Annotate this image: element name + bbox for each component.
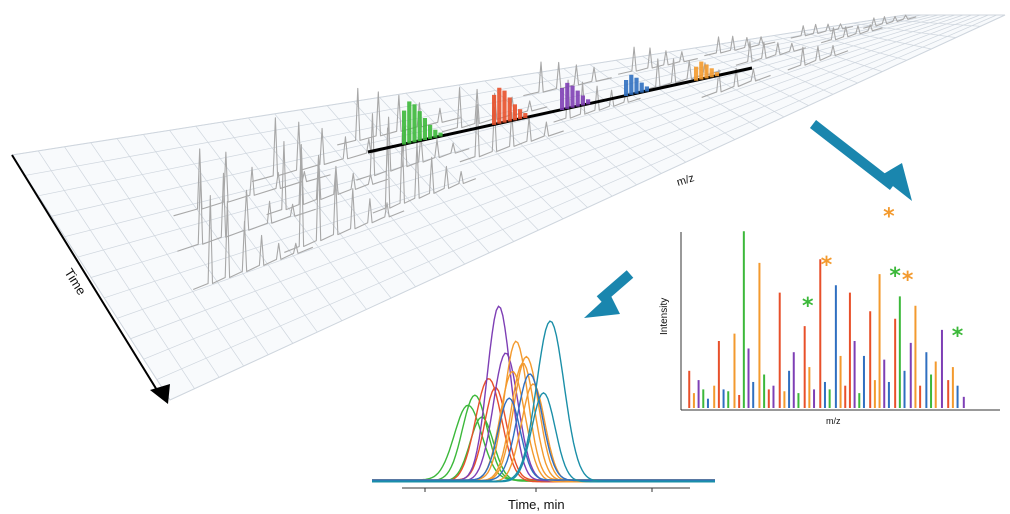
chromatogram-peaks <box>372 305 715 483</box>
isotope-bar <box>428 124 433 139</box>
grid-line <box>104 14 964 299</box>
chromatogram-peak <box>372 370 715 483</box>
arrow-down-left-icon <box>584 270 634 318</box>
isotope-bar <box>624 80 629 96</box>
isotope-bar <box>523 113 528 119</box>
isotope-bar <box>422 118 427 141</box>
grid-line <box>25 14 914 176</box>
chromatogram-peak <box>372 391 715 483</box>
isotope-bar <box>704 64 709 79</box>
isotope-bar <box>507 97 512 122</box>
grey-trace <box>701 67 771 98</box>
isotope-cluster-line <box>367 61 753 154</box>
isotope-bar <box>412 104 417 143</box>
plane-surface <box>11 14 1006 401</box>
arrow-down-right-icon <box>809 120 912 201</box>
grey-trace <box>251 117 393 183</box>
isotope-bar <box>586 99 591 105</box>
grey-trace <box>787 44 849 71</box>
isotope-bar <box>407 101 412 144</box>
grid-line <box>169 14 1006 401</box>
isotope-bar <box>492 94 497 125</box>
grid-line <box>143 14 989 360</box>
chromatogram-x-label: Time, min <box>508 497 565 512</box>
mass-spectrum-chart: **** ** <box>680 205 1000 411</box>
isotope-bar <box>560 88 565 110</box>
isotope-bar <box>438 132 443 137</box>
grey-trace <box>863 14 917 29</box>
spectrum-markers: **** ** <box>802 205 964 349</box>
isotope-bar <box>518 109 523 120</box>
grid-line <box>156 14 997 380</box>
mz-axis-label: m/z <box>675 172 695 189</box>
grid-line <box>117 14 972 319</box>
asterisk-icon: * <box>802 294 814 319</box>
spectrum-peaks <box>688 231 965 408</box>
isotope-bar <box>694 66 699 81</box>
isotope-bar <box>570 85 575 108</box>
time-axis-label: Time <box>61 266 89 298</box>
chromatogram-peak <box>372 397 715 481</box>
grid-line <box>38 14 922 197</box>
grey-trace <box>372 127 477 214</box>
grey-trace <box>266 141 389 216</box>
chromatogram-peak <box>372 394 715 482</box>
isotope-bar <box>402 110 407 145</box>
isotope-bar <box>433 129 438 138</box>
grey-trace <box>553 79 641 123</box>
chromatogram-traces <box>173 14 917 291</box>
lcms-3d-plane <box>11 14 1006 401</box>
isotope-bar <box>639 82 644 93</box>
isotope-bar <box>575 90 580 107</box>
chromatogram-peak <box>372 373 715 482</box>
isotope-bar <box>502 90 507 123</box>
isotope-bar <box>714 72 719 77</box>
grey-trace <box>790 23 854 39</box>
grey-trace <box>284 149 405 253</box>
asterisk-icon: * <box>883 205 895 230</box>
isotope-bar <box>417 111 422 142</box>
isotope-bar <box>629 74 634 95</box>
isotope-bar <box>699 61 704 80</box>
asterisk-icon: * <box>821 253 833 278</box>
grey-trace <box>356 113 470 181</box>
grey-trace <box>177 171 316 252</box>
asterisk-icon: * <box>902 268 914 293</box>
grid-line <box>130 14 981 340</box>
isotope-bar <box>644 86 649 92</box>
asterisk-icon: * <box>889 264 901 289</box>
isotope-bar <box>512 104 517 121</box>
isotope-bar <box>634 77 639 94</box>
spectrum-x-label: m/z <box>826 416 841 426</box>
spectrum-y-label: Intensity <box>659 298 670 335</box>
grey-trace <box>735 41 806 66</box>
isotope-bar <box>565 82 570 109</box>
isotope-bar <box>497 87 502 124</box>
time-axis-arrow <box>11 154 170 404</box>
asterisk-icon: * <box>952 324 964 349</box>
isotope-bar <box>709 68 714 78</box>
grey-trace <box>192 194 314 291</box>
chromatogram-peak <box>372 340 715 481</box>
grey-trace <box>441 87 548 133</box>
isotope-bar <box>580 95 585 106</box>
grey-trace <box>821 24 883 44</box>
chromatogram-chart <box>372 305 715 492</box>
grid-line <box>11 14 906 156</box>
grey-trace <box>337 87 461 146</box>
grey-trace <box>704 35 776 57</box>
